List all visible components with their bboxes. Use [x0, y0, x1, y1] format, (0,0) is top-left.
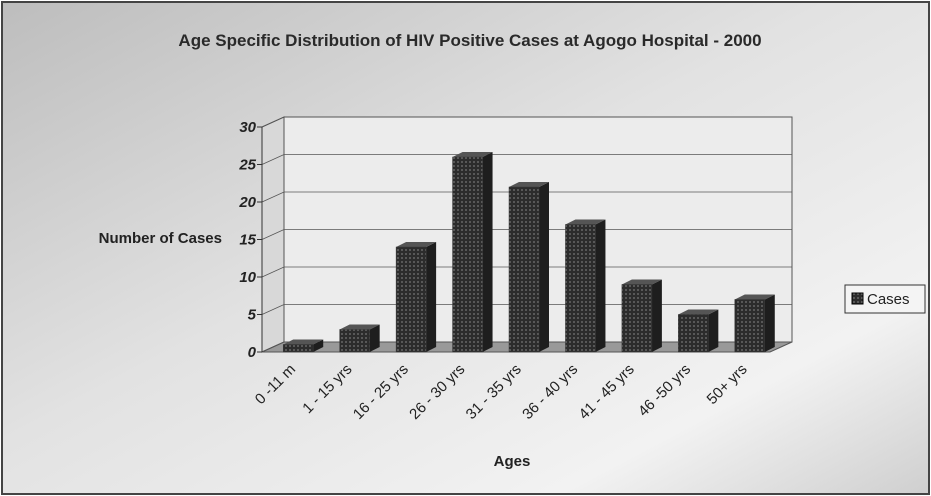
y-tick-label: 10	[239, 269, 256, 286]
bar-top	[452, 152, 493, 157]
bar-top	[621, 279, 662, 285]
bar-side	[539, 182, 549, 352]
bar	[508, 186, 540, 353]
bar-top	[565, 219, 606, 225]
y-tick-label: 20	[238, 194, 256, 211]
chart-title: Age Specific Distribution of HIV Positiv…	[178, 31, 762, 50]
bar-top	[678, 309, 719, 315]
bar	[339, 329, 370, 353]
x-axis-label: Ages	[494, 453, 531, 470]
bar	[621, 284, 653, 353]
bar-top	[396, 242, 437, 247]
bar-top	[734, 294, 775, 300]
y-tick-label: 0	[248, 344, 257, 361]
bar	[282, 344, 314, 353]
bar-side	[482, 152, 493, 352]
bar	[565, 224, 596, 353]
bar-side	[651, 279, 662, 352]
y-tick-label: 15	[239, 232, 256, 249]
y-tick-label: 30	[239, 119, 256, 136]
bar-side	[764, 294, 775, 352]
bar-top	[339, 324, 380, 330]
legend-label: Cases	[867, 291, 910, 308]
bar-side	[426, 242, 437, 352]
bar-top	[509, 182, 549, 187]
y-axis-label: Number of Cases	[99, 230, 222, 247]
grid-line	[261, 229, 792, 240]
legend-swatch	[851, 292, 864, 305]
y-tick-label: 25	[238, 157, 256, 174]
grid-line	[261, 191, 792, 203]
bar-side	[369, 324, 380, 352]
bar-top	[283, 339, 324, 345]
bar-side	[708, 309, 719, 352]
grid-line	[261, 116, 792, 128]
grid-line	[261, 154, 792, 165]
bar-side	[313, 339, 324, 352]
y-tick-label: 5	[248, 307, 257, 324]
bar-side	[595, 219, 606, 352]
bar	[678, 314, 709, 353]
bar	[452, 156, 483, 353]
bar	[395, 246, 427, 353]
bar	[734, 299, 766, 353]
grid-line	[261, 266, 792, 278]
